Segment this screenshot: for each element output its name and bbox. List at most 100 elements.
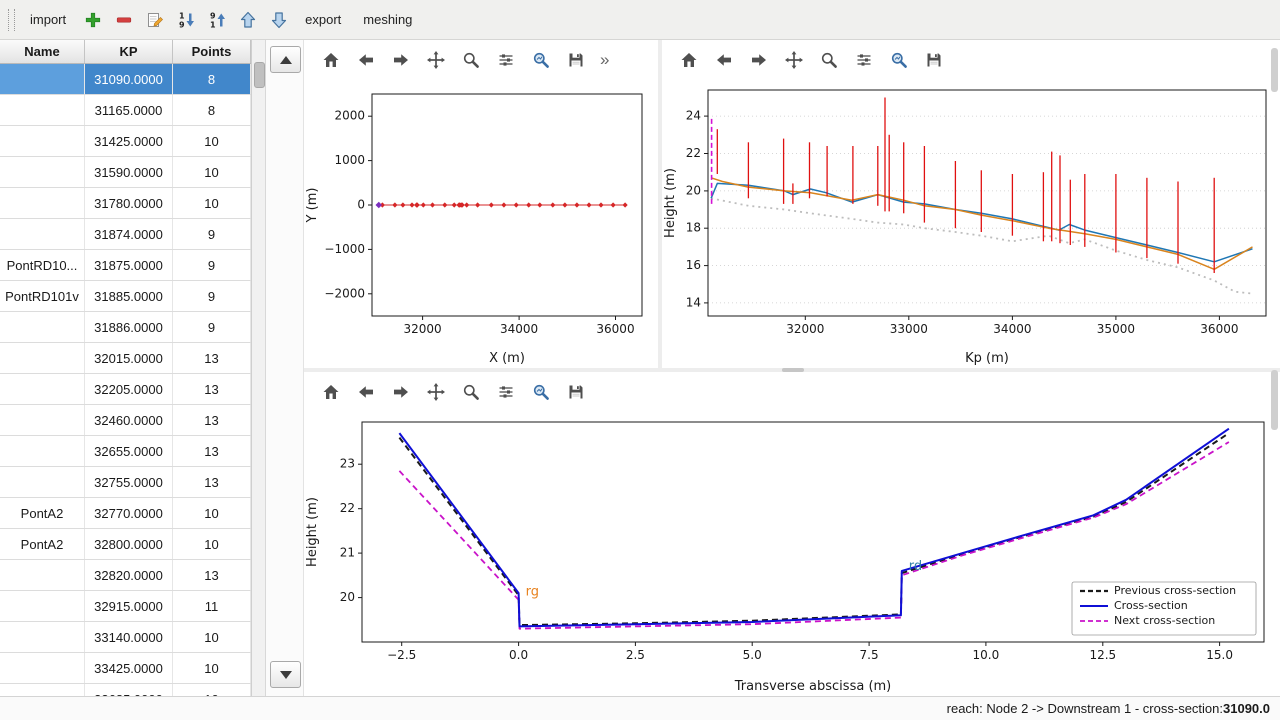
move-down-button[interactable] [265, 6, 292, 33]
svg-text:24: 24 [686, 109, 701, 123]
export-button[interactable]: export [305, 12, 342, 27]
splitter-grip[interactable] [782, 368, 804, 372]
svg-text:20: 20 [340, 590, 355, 604]
save-icon [566, 50, 586, 70]
pan-button[interactable] [779, 45, 809, 75]
subplots-button[interactable] [849, 45, 879, 75]
cell-name [0, 157, 85, 187]
home-button[interactable] [316, 45, 346, 75]
back-button[interactable] [709, 45, 739, 75]
column-header-points[interactable]: Points [173, 40, 251, 63]
profile-toolbar [662, 40, 1280, 80]
move-up-button[interactable] [234, 6, 261, 33]
cell-kp: 31886.0000 [85, 312, 173, 342]
main-toolbar: import 1 9 9 1 export meshing [0, 0, 1280, 40]
table-row[interactable]: 32915.0000 11 [0, 591, 251, 622]
column-header-name[interactable]: Name [0, 40, 85, 63]
table-row[interactable]: 31874.0000 9 [0, 219, 251, 250]
cell-name: PontA2 [0, 498, 85, 528]
meshing-button[interactable]: meshing [363, 12, 413, 27]
subplots-button[interactable] [491, 45, 521, 75]
plan-view-panel: » 32000 34000 36000 −2000 −1000 0 1000 2000 X (m… [304, 40, 658, 368]
cross-section-chart[interactable]: rg rd −2.5 0.0 2.5 5.0 7.5 10.0 12.5 15.0 20 21 22 23… [304, 412, 1280, 696]
save-button[interactable] [561, 45, 591, 75]
customize-button[interactable] [526, 45, 556, 75]
zoom-button[interactable] [814, 45, 844, 75]
pan-button[interactable] [421, 377, 451, 407]
cell-kp: 33140.0000 [85, 622, 173, 652]
forward-button[interactable] [744, 45, 774, 75]
longitudinal-profile-chart[interactable]: 32000 33000 34000 35000 36000 14 16 18 20 22 24 Kp … [662, 80, 1280, 368]
plan-view-chart[interactable]: 32000 34000 36000 −2000 −1000 0 1000 2000 X (m) Y… [304, 80, 658, 368]
column-header-kp[interactable]: KP [85, 40, 173, 63]
table-row[interactable]: 33140.0000 10 [0, 622, 251, 653]
previous-section-button[interactable] [270, 46, 301, 73]
table-row[interactable]: PontRD10... 31875.0000 9 [0, 250, 251, 281]
table-row[interactable]: 32820.0000 13 [0, 560, 251, 591]
table-row[interactable]: 32460.0000 13 [0, 405, 251, 436]
table-scrollbar[interactable] [252, 40, 266, 696]
table-row[interactable]: 32015.0000 13 [0, 343, 251, 374]
back-button[interactable] [351, 377, 381, 407]
table-row[interactable]: PontA2 32770.0000 10 [0, 498, 251, 529]
svg-text:1000: 1000 [334, 153, 365, 167]
table-row[interactable]: 31165.0000 8 [0, 95, 251, 126]
edit-icon [145, 10, 165, 30]
customize-button[interactable] [526, 377, 556, 407]
home-button[interactable] [674, 45, 704, 75]
cell-kp: 32915.0000 [85, 591, 173, 621]
save-button[interactable] [919, 45, 949, 75]
next-section-button[interactable] [270, 661, 301, 688]
svg-text:Kp (m): Kp (m) [965, 351, 1009, 366]
save-button[interactable] [561, 377, 591, 407]
panel-scrollbar-top[interactable] [1271, 48, 1278, 92]
pan-button[interactable] [421, 45, 451, 75]
edit-cross-section-button[interactable] [141, 6, 168, 33]
panel-scrollbar-bottom[interactable] [1271, 370, 1278, 430]
cell-points: 13 [173, 343, 251, 373]
svg-text:12.5: 12.5 [1089, 648, 1116, 662]
table-row[interactable]: 31090.0000 8 [0, 64, 251, 95]
cell-points: 10 [173, 653, 251, 683]
table-row[interactable]: 32655.0000 13 [0, 436, 251, 467]
table-row[interactable]: 32755.0000 13 [0, 467, 251, 498]
cell-points: 8 [173, 64, 251, 94]
svg-text:7.5: 7.5 [860, 648, 879, 662]
customize-icon [531, 382, 551, 402]
svg-text:18: 18 [686, 221, 701, 235]
import-button[interactable]: import [30, 12, 67, 27]
customize-button[interactable] [884, 45, 914, 75]
table-row[interactable]: 31886.0000 9 [0, 312, 251, 343]
cell-kp: 31165.0000 [85, 95, 173, 125]
remove-cross-section-button[interactable] [110, 6, 137, 33]
home-icon [679, 50, 699, 70]
back-button[interactable] [351, 45, 381, 75]
subplots-button[interactable] [491, 377, 521, 407]
table-row[interactable]: 31425.0000 10 [0, 126, 251, 157]
table-row[interactable]: 33425.0000 10 [0, 653, 251, 684]
vertical-splitter[interactable] [658, 40, 662, 368]
cell-points: 13 [173, 436, 251, 466]
zoom-button[interactable] [456, 45, 486, 75]
cell-kp: 32655.0000 [85, 436, 173, 466]
horizontal-splitter[interactable] [304, 368, 1280, 372]
svg-text:−1000: −1000 [324, 242, 365, 256]
home-button[interactable] [316, 377, 346, 407]
table-row[interactable]: 31590.0000 10 [0, 157, 251, 188]
table-row[interactable]: PontA2 32800.0000 10 [0, 529, 251, 560]
toolbar-grip[interactable] [8, 8, 15, 31]
cell-kp: 31875.0000 [85, 250, 173, 280]
table-row[interactable]: 32205.0000 13 [0, 374, 251, 405]
forward-button[interactable] [386, 377, 416, 407]
cell-points: 13 [173, 405, 251, 435]
cell-kp: 32015.0000 [85, 343, 173, 373]
forward-button[interactable] [386, 45, 416, 75]
table-scrollbar-thumb[interactable] [254, 62, 265, 88]
toolbar-overflow-button[interactable]: » [600, 50, 610, 69]
zoom-button[interactable] [456, 377, 486, 407]
add-cross-section-button[interactable] [79, 6, 106, 33]
table-row[interactable]: 31780.0000 10 [0, 188, 251, 219]
table-row[interactable]: PontRD101v 31885.0000 9 [0, 281, 251, 312]
